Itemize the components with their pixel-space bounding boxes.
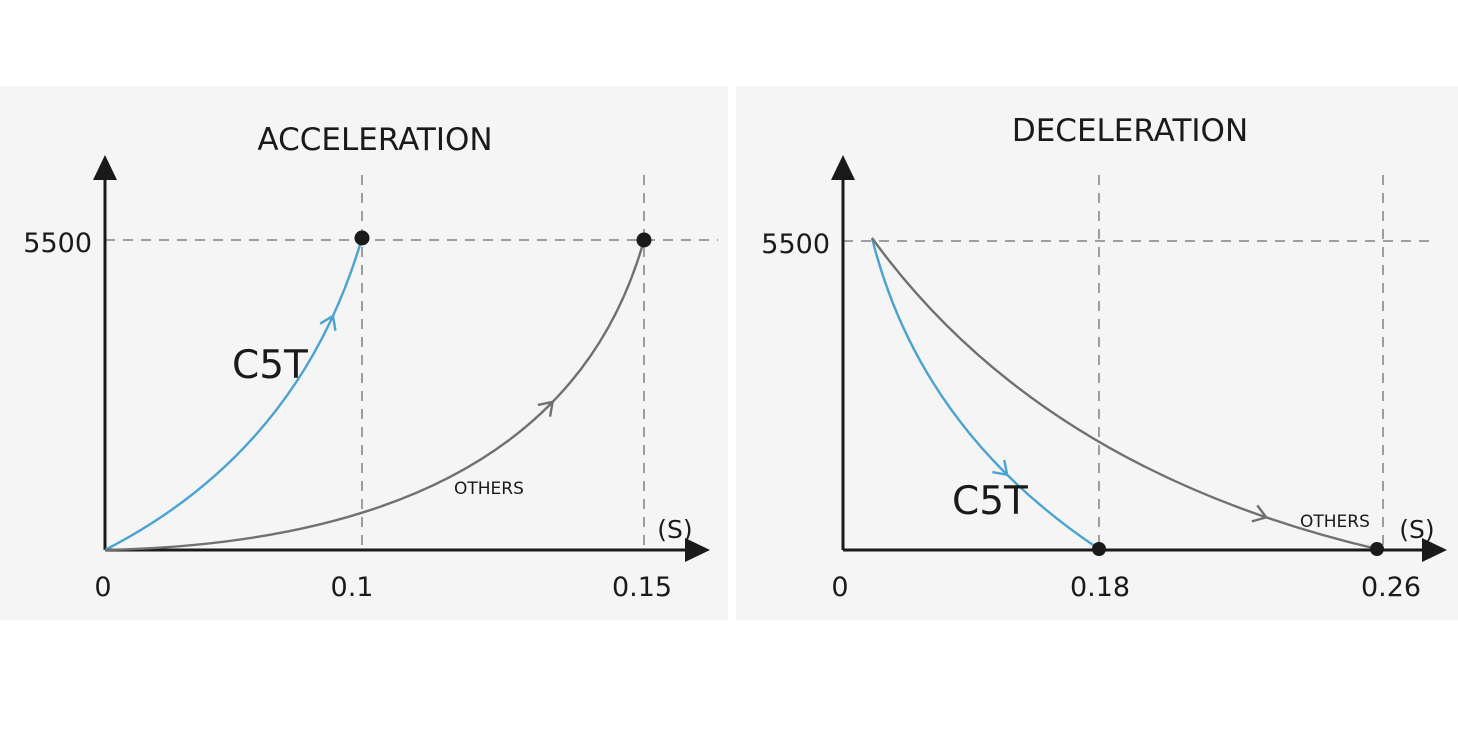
deceleration-title: DECELERATION bbox=[1012, 113, 1248, 149]
dec-x-tick-0: 0 bbox=[831, 572, 848, 603]
dec-series-others-line bbox=[871, 237, 1378, 551]
acc-c5t-direction-arrow bbox=[319, 314, 337, 331]
dec-x-unit: (S) bbox=[1399, 515, 1434, 544]
acc-x-tick-0-15: 0.15 bbox=[612, 572, 672, 603]
acceleration-panel-background bbox=[0, 86, 728, 620]
acc-x-tick-0-1: 0.1 bbox=[331, 572, 374, 603]
acc-x-axis-arrow bbox=[685, 538, 710, 562]
dec-x-tick-0-18: 0.18 bbox=[1070, 572, 1130, 603]
deceleration-panel-background bbox=[736, 86, 1458, 620]
dec-y-axis-arrow bbox=[831, 155, 855, 180]
acc-y-axis-arrow bbox=[93, 155, 117, 180]
dec-c5t-endpoint bbox=[1092, 542, 1106, 556]
acc-series-c5t-line bbox=[104, 237, 364, 552]
acc-series-others-line bbox=[104, 239, 646, 552]
dec-others-direction-arrow bbox=[1251, 504, 1269, 523]
dec-x-axis-arrow bbox=[1422, 538, 1447, 562]
dec-others-endpoint bbox=[1370, 542, 1384, 556]
acceleration-panel: ACCELERATION 5500 0 0.1 0.15 (S) C5T OTH… bbox=[0, 86, 728, 620]
deceleration-panel: DECELERATION 5500 0 0.18 0.26 (S) C5T OT… bbox=[736, 86, 1458, 620]
dec-series-c5t-line bbox=[870, 237, 1100, 550]
direction-arrows bbox=[319, 314, 1269, 523]
acceleration-title: ACCELERATION bbox=[257, 122, 492, 158]
acc-others-direction-arrow bbox=[537, 400, 555, 417]
dec-y-tick-5500: 5500 bbox=[761, 229, 830, 260]
dec-c5t-label: C5T bbox=[952, 479, 1028, 524]
acc-y-tick-5500: 5500 bbox=[23, 228, 92, 259]
acc-c5t-label: C5T bbox=[232, 343, 308, 388]
dec-x-tick-0-26: 0.26 bbox=[1361, 572, 1421, 603]
acc-others-endpoint bbox=[636, 232, 652, 248]
acc-x-unit: (S) bbox=[657, 515, 692, 544]
acc-others-label: OTHERS bbox=[454, 479, 524, 499]
dec-c5t-direction-arrow bbox=[992, 459, 1009, 477]
acc-x-tick-0: 0 bbox=[94, 572, 111, 603]
acc-c5t-endpoint bbox=[354, 230, 370, 246]
dec-others-label: OTHERS bbox=[1300, 512, 1370, 532]
